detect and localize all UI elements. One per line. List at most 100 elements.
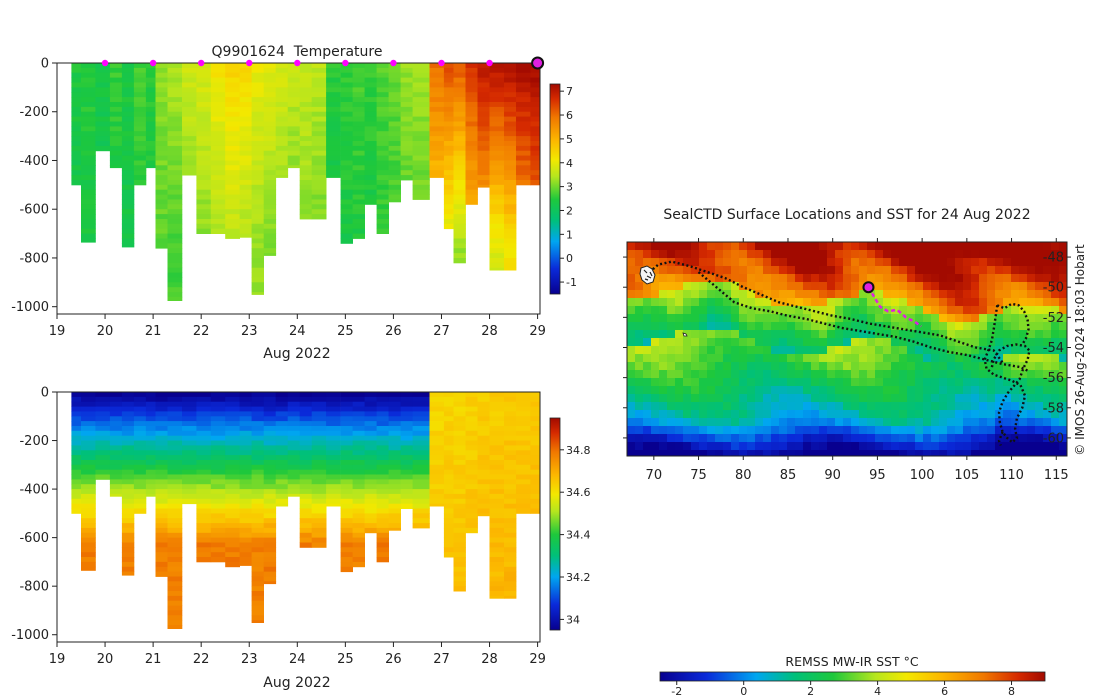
sst-cell bbox=[851, 330, 860, 339]
profile-cell bbox=[251, 175, 264, 181]
profile-cell bbox=[196, 116, 212, 122]
sst-cell bbox=[771, 410, 780, 419]
sst-cell bbox=[811, 426, 820, 435]
profile-cell bbox=[326, 63, 341, 69]
sst-cell bbox=[667, 418, 676, 427]
profile-cell bbox=[465, 474, 478, 480]
sst-cell bbox=[787, 362, 796, 371]
profile-cell bbox=[504, 426, 517, 432]
sst-cell bbox=[851, 426, 860, 435]
profile-cell bbox=[287, 121, 301, 127]
sst-cell bbox=[731, 298, 740, 307]
sst-cell bbox=[891, 362, 900, 371]
profile-cell bbox=[465, 155, 478, 161]
profile-cell bbox=[376, 401, 389, 407]
sst-cell bbox=[651, 242, 660, 251]
sst-cell bbox=[795, 426, 804, 435]
sst-cell bbox=[995, 274, 1004, 283]
profile-cell bbox=[155, 421, 168, 427]
sst-cell bbox=[915, 426, 924, 435]
colorbar-tick-label: 34.4 bbox=[566, 529, 591, 542]
profile-cell bbox=[133, 165, 147, 171]
sst-cell bbox=[691, 290, 700, 299]
sst-cell bbox=[731, 306, 740, 315]
profile-cell bbox=[453, 396, 466, 403]
map-y-tick-label: -54 bbox=[1043, 341, 1064, 356]
profile-cell bbox=[275, 421, 289, 427]
profile-cell bbox=[489, 566, 505, 573]
profile-cell bbox=[443, 401, 454, 407]
sst-cell bbox=[819, 346, 828, 355]
sst-cell bbox=[651, 258, 660, 267]
profile-cell bbox=[263, 199, 277, 205]
map-x-tick-label: 90 bbox=[824, 468, 841, 483]
profile-cell bbox=[182, 131, 197, 137]
profile-cell bbox=[326, 440, 341, 446]
profile-cell bbox=[400, 106, 413, 113]
profile-cell bbox=[121, 440, 135, 446]
profile-cell bbox=[352, 435, 365, 441]
sst-cell bbox=[995, 306, 1004, 315]
profile-cell bbox=[504, 508, 517, 514]
sst-cell bbox=[907, 394, 916, 403]
profile-cell bbox=[504, 155, 517, 161]
profile-cell bbox=[504, 204, 517, 210]
profile-cell bbox=[504, 116, 517, 122]
profile-cell bbox=[239, 440, 252, 446]
profile-cell bbox=[95, 72, 111, 78]
sst-cell bbox=[851, 442, 860, 451]
sst-cell bbox=[971, 370, 980, 379]
profile-cell bbox=[376, 498, 389, 505]
sst-cell bbox=[707, 290, 716, 299]
sst-cell bbox=[667, 386, 676, 395]
profile-cell bbox=[477, 102, 490, 108]
profile-cell bbox=[263, 396, 277, 403]
profile-cell bbox=[429, 440, 445, 446]
sst-cell bbox=[923, 354, 932, 363]
sst-cell bbox=[715, 426, 724, 435]
profile-cell bbox=[121, 542, 135, 548]
profile-cell bbox=[263, 484, 277, 490]
profile-cell bbox=[530, 479, 541, 485]
profile-cell bbox=[275, 484, 289, 490]
profile-cell bbox=[326, 426, 341, 432]
profile-cell bbox=[287, 165, 301, 169]
profile-cell bbox=[239, 537, 252, 543]
sst-cell bbox=[747, 354, 756, 363]
profile-cell bbox=[210, 527, 226, 534]
profile-cell bbox=[364, 430, 377, 437]
sst-cell bbox=[715, 282, 724, 291]
sst-cell bbox=[899, 434, 908, 443]
profile-cell bbox=[225, 547, 240, 553]
profile-cell bbox=[239, 141, 252, 147]
sst-cell bbox=[851, 258, 860, 267]
profile-cell bbox=[429, 63, 445, 69]
sst-cell bbox=[955, 306, 964, 315]
sst-cell bbox=[915, 242, 924, 251]
profile-cell bbox=[167, 272, 183, 278]
profile-cell bbox=[489, 450, 505, 456]
sst-cell bbox=[899, 346, 908, 355]
profile-cell bbox=[251, 513, 264, 519]
sst-cell bbox=[643, 450, 652, 456]
profile-cell bbox=[412, 493, 430, 500]
profile-cell bbox=[145, 396, 156, 403]
profile-cell bbox=[239, 455, 252, 461]
map-y-tick-label: -48 bbox=[1043, 251, 1064, 266]
sst-cell bbox=[699, 402, 708, 411]
profile-cell bbox=[196, 184, 212, 191]
profile-cell bbox=[196, 430, 212, 437]
sst-cell bbox=[1059, 378, 1067, 387]
temperature-surface-markers bbox=[101, 56, 545, 70]
profile-cell bbox=[489, 474, 505, 480]
profile-cell bbox=[182, 460, 197, 466]
profile-cell bbox=[453, 474, 466, 480]
sst-cell bbox=[675, 346, 684, 355]
profile-cell bbox=[443, 440, 454, 446]
sst-cell bbox=[723, 250, 732, 259]
profile-cell bbox=[196, 426, 212, 432]
sst-cell bbox=[891, 370, 900, 379]
sst-cell bbox=[795, 282, 804, 291]
sst-cell bbox=[1003, 426, 1012, 435]
sst-cell bbox=[643, 346, 652, 355]
